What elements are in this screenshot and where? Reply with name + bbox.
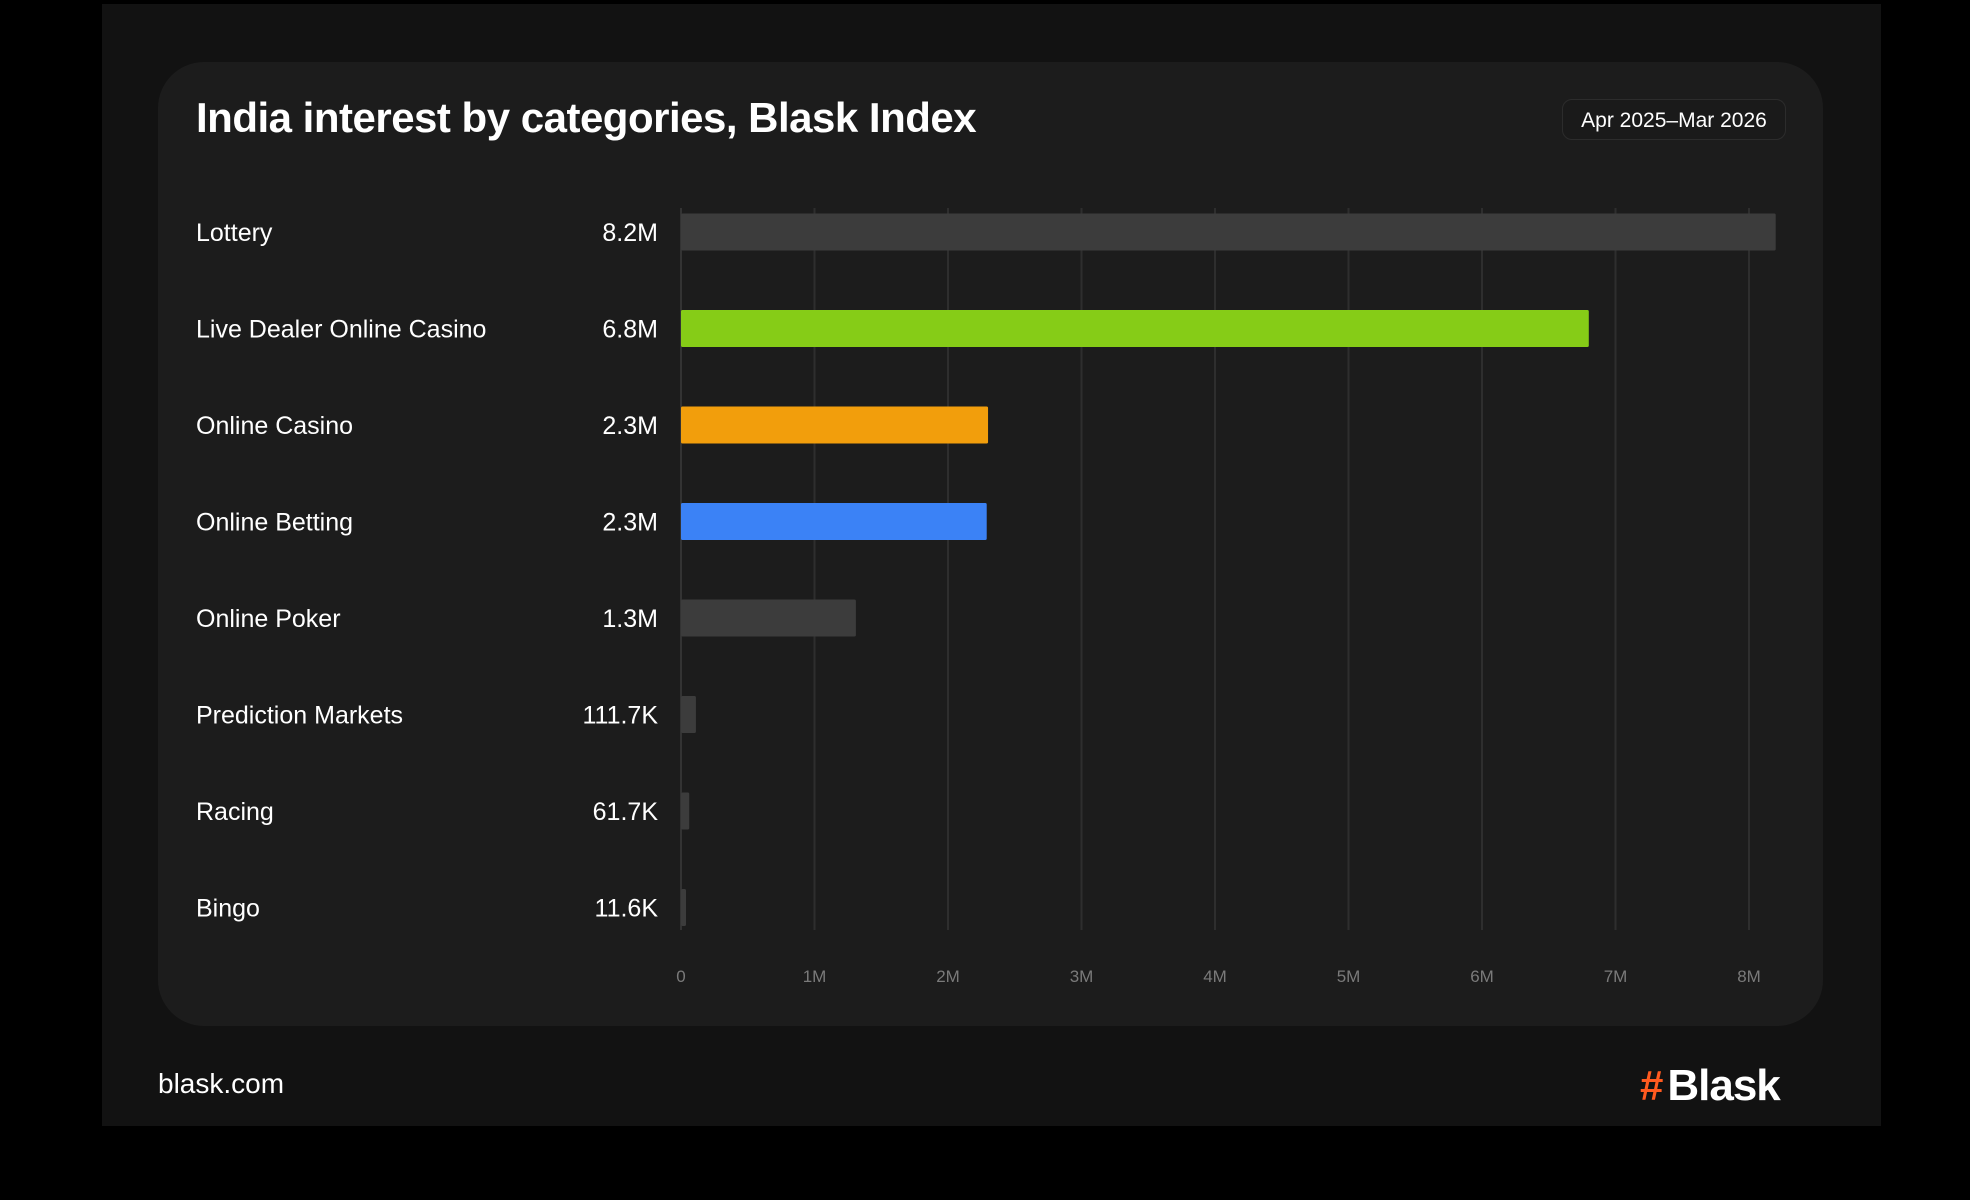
- bar: [681, 310, 1589, 347]
- x-tick-label: 0: [676, 967, 685, 986]
- x-tick-label: 1M: [803, 967, 827, 986]
- value-label: 11.6K: [595, 895, 659, 923]
- value-label: 6.8M: [602, 316, 658, 344]
- value-label: 111.7K: [582, 702, 658, 730]
- bar: [681, 599, 856, 637]
- value-label: 61.7K: [593, 798, 659, 826]
- x-tick-label: 8M: [1737, 967, 1761, 986]
- bar: [681, 696, 696, 733]
- category-label: Live Dealer Online Casino: [196, 316, 486, 344]
- footer-url[interactable]: blask.com: [158, 1068, 285, 1099]
- x-tick-label: 3M: [1070, 967, 1094, 986]
- x-tick-label: 4M: [1203, 967, 1227, 986]
- value-label: 1.3M: [602, 605, 658, 633]
- brand-logo: # Blask: [1640, 1061, 1781, 1110]
- bar: [681, 889, 686, 926]
- category-label: Racing: [196, 798, 274, 826]
- x-tick-label: 5M: [1337, 967, 1361, 986]
- value-label: 2.3M: [602, 509, 658, 537]
- category-label: Online Betting: [196, 509, 353, 537]
- category-label: Bingo: [196, 895, 260, 923]
- bar: [681, 213, 1776, 251]
- category-label: Online Casino: [196, 412, 353, 440]
- bar: [681, 406, 989, 444]
- category-label: Prediction Markets: [196, 702, 403, 730]
- x-tick-label: 6M: [1470, 967, 1494, 986]
- bar: [681, 503, 987, 540]
- bar: [681, 792, 690, 830]
- date-range-badge: Apr 2025–Mar 2026: [1562, 99, 1786, 140]
- value-label: 2.3M: [602, 412, 658, 440]
- category-label: Lottery: [196, 219, 273, 247]
- hash-icon: #: [1640, 1062, 1664, 1109]
- category-label: Online Poker: [196, 605, 341, 633]
- chart-title: India interest by categories, Blask Inde…: [196, 94, 977, 141]
- x-tick-label: 7M: [1604, 967, 1628, 986]
- brand-name: Blask: [1667, 1061, 1780, 1110]
- x-tick-label: 2M: [936, 967, 960, 986]
- value-label: 8.2M: [602, 219, 658, 247]
